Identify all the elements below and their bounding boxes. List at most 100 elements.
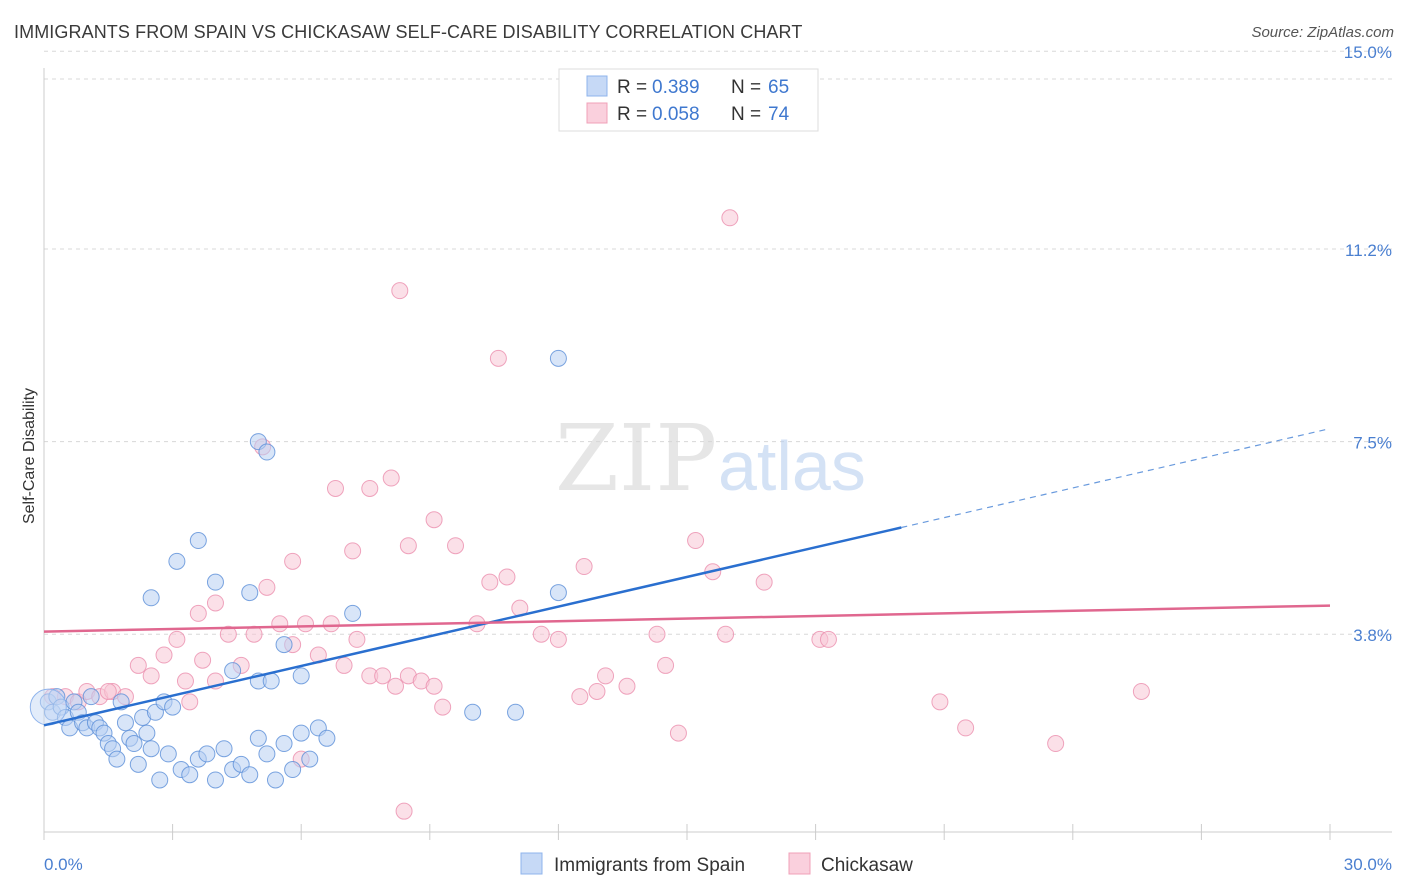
data-point bbox=[361, 479, 379, 497]
data-point bbox=[292, 724, 310, 742]
data-point bbox=[571, 688, 589, 706]
legend-n-label-spain: N = bbox=[731, 77, 761, 98]
data-point bbox=[155, 646, 173, 664]
y-tick-label: 3.8% bbox=[1353, 626, 1392, 645]
data-point bbox=[335, 656, 353, 674]
data-point bbox=[151, 771, 169, 789]
data-point bbox=[129, 656, 147, 674]
y-tick-label: 11.2% bbox=[1345, 241, 1392, 260]
y-tick-label: 15.0% bbox=[1344, 43, 1392, 62]
data-point bbox=[931, 693, 949, 711]
data-point bbox=[198, 745, 216, 763]
y-tick-label: 7.5% bbox=[1353, 434, 1392, 453]
data-point bbox=[275, 636, 293, 654]
data-point bbox=[322, 615, 340, 633]
data-point bbox=[116, 714, 134, 732]
legend-r-value-spain: 0.389 bbox=[652, 77, 700, 98]
legend-r-label-chickasaw: R = bbox=[617, 104, 647, 125]
bottom-legend-swatch-spain bbox=[520, 852, 543, 875]
chickasaw-points bbox=[44, 209, 1150, 820]
data-point bbox=[318, 729, 336, 747]
data-point bbox=[425, 677, 443, 695]
data-point bbox=[206, 594, 224, 612]
data-point bbox=[755, 573, 773, 591]
data-point bbox=[296, 615, 314, 633]
data-point bbox=[348, 630, 366, 648]
data-point bbox=[292, 667, 310, 685]
bottom-legend: Immigrants from Spain Chickasaw bbox=[520, 852, 913, 876]
data-point bbox=[82, 688, 100, 706]
trend-line-chickasaw bbox=[43, 604, 1331, 633]
data-point bbox=[549, 584, 567, 602]
data-point bbox=[125, 735, 143, 753]
data-point bbox=[687, 532, 705, 550]
legend-swatch-chickasaw bbox=[586, 102, 608, 124]
data-point bbox=[464, 703, 482, 721]
data-point bbox=[142, 740, 160, 758]
data-point bbox=[549, 630, 567, 648]
data-point bbox=[181, 693, 199, 711]
trend-line-spain bbox=[43, 526, 902, 727]
data-point bbox=[498, 568, 516, 586]
bottom-legend-swatch-chickasaw bbox=[788, 852, 811, 875]
data-point bbox=[142, 589, 160, 607]
data-point bbox=[219, 625, 237, 643]
data-point bbox=[189, 532, 207, 550]
data-point bbox=[224, 662, 242, 680]
data-point bbox=[425, 511, 443, 529]
data-point bbox=[258, 578, 276, 596]
data-point bbox=[447, 537, 465, 555]
y-axis-label: Self-Care Disability bbox=[21, 388, 38, 524]
data-point bbox=[374, 667, 392, 685]
data-point bbox=[249, 729, 267, 747]
data-point bbox=[395, 802, 413, 820]
data-point bbox=[215, 740, 233, 758]
bottom-legend-label-chickasaw: Chickasaw bbox=[821, 855, 913, 876]
data-point bbox=[549, 349, 567, 367]
x-tick-label-min: 0.0% bbox=[44, 855, 83, 874]
legend-r-value-chickasaw: 0.058 bbox=[652, 104, 700, 125]
data-point bbox=[669, 724, 687, 742]
chart-title: IMMIGRANTS FROM SPAIN VS CHICKASAW SELF-… bbox=[14, 22, 803, 42]
bottom-legend-label-spain: Immigrants from Spain bbox=[554, 855, 745, 876]
data-point bbox=[168, 552, 186, 570]
spain-points bbox=[29, 349, 567, 789]
data-point bbox=[489, 349, 507, 367]
data-point bbox=[957, 719, 975, 737]
data-point bbox=[189, 604, 207, 622]
data-point bbox=[129, 755, 147, 773]
data-point bbox=[284, 552, 302, 570]
legend-n-value-spain: 65 bbox=[768, 77, 789, 98]
data-point bbox=[326, 479, 344, 497]
data-point bbox=[284, 761, 302, 779]
data-point bbox=[138, 724, 156, 742]
data-point bbox=[481, 573, 499, 591]
watermark-atlas: atlas bbox=[718, 427, 866, 505]
legend-r-label-spain: R = bbox=[617, 77, 647, 98]
trend-line-spain-extension bbox=[901, 428, 1331, 529]
data-point bbox=[399, 537, 417, 555]
source-label: Source: ZipAtlas.com bbox=[1251, 24, 1394, 41]
data-point bbox=[168, 630, 186, 648]
data-point bbox=[271, 615, 289, 633]
x-axis-ticks bbox=[43, 824, 1331, 840]
legend-n-label-chickasaw: N = bbox=[731, 104, 761, 125]
data-point bbox=[344, 542, 362, 560]
data-point bbox=[1047, 735, 1065, 753]
data-point bbox=[382, 469, 400, 487]
data-point bbox=[717, 625, 735, 643]
data-point bbox=[176, 672, 194, 690]
grid-lines bbox=[44, 50, 1392, 635]
data-point bbox=[241, 766, 259, 784]
legend-n-value-chickasaw: 74 bbox=[768, 104, 790, 125]
data-point bbox=[275, 735, 293, 753]
data-point bbox=[387, 677, 405, 695]
data-point bbox=[99, 682, 117, 700]
data-point bbox=[266, 771, 284, 789]
data-point bbox=[434, 698, 452, 716]
data-point bbox=[588, 682, 606, 700]
data-point bbox=[108, 750, 126, 768]
data-point bbox=[301, 750, 319, 768]
data-point bbox=[258, 745, 276, 763]
